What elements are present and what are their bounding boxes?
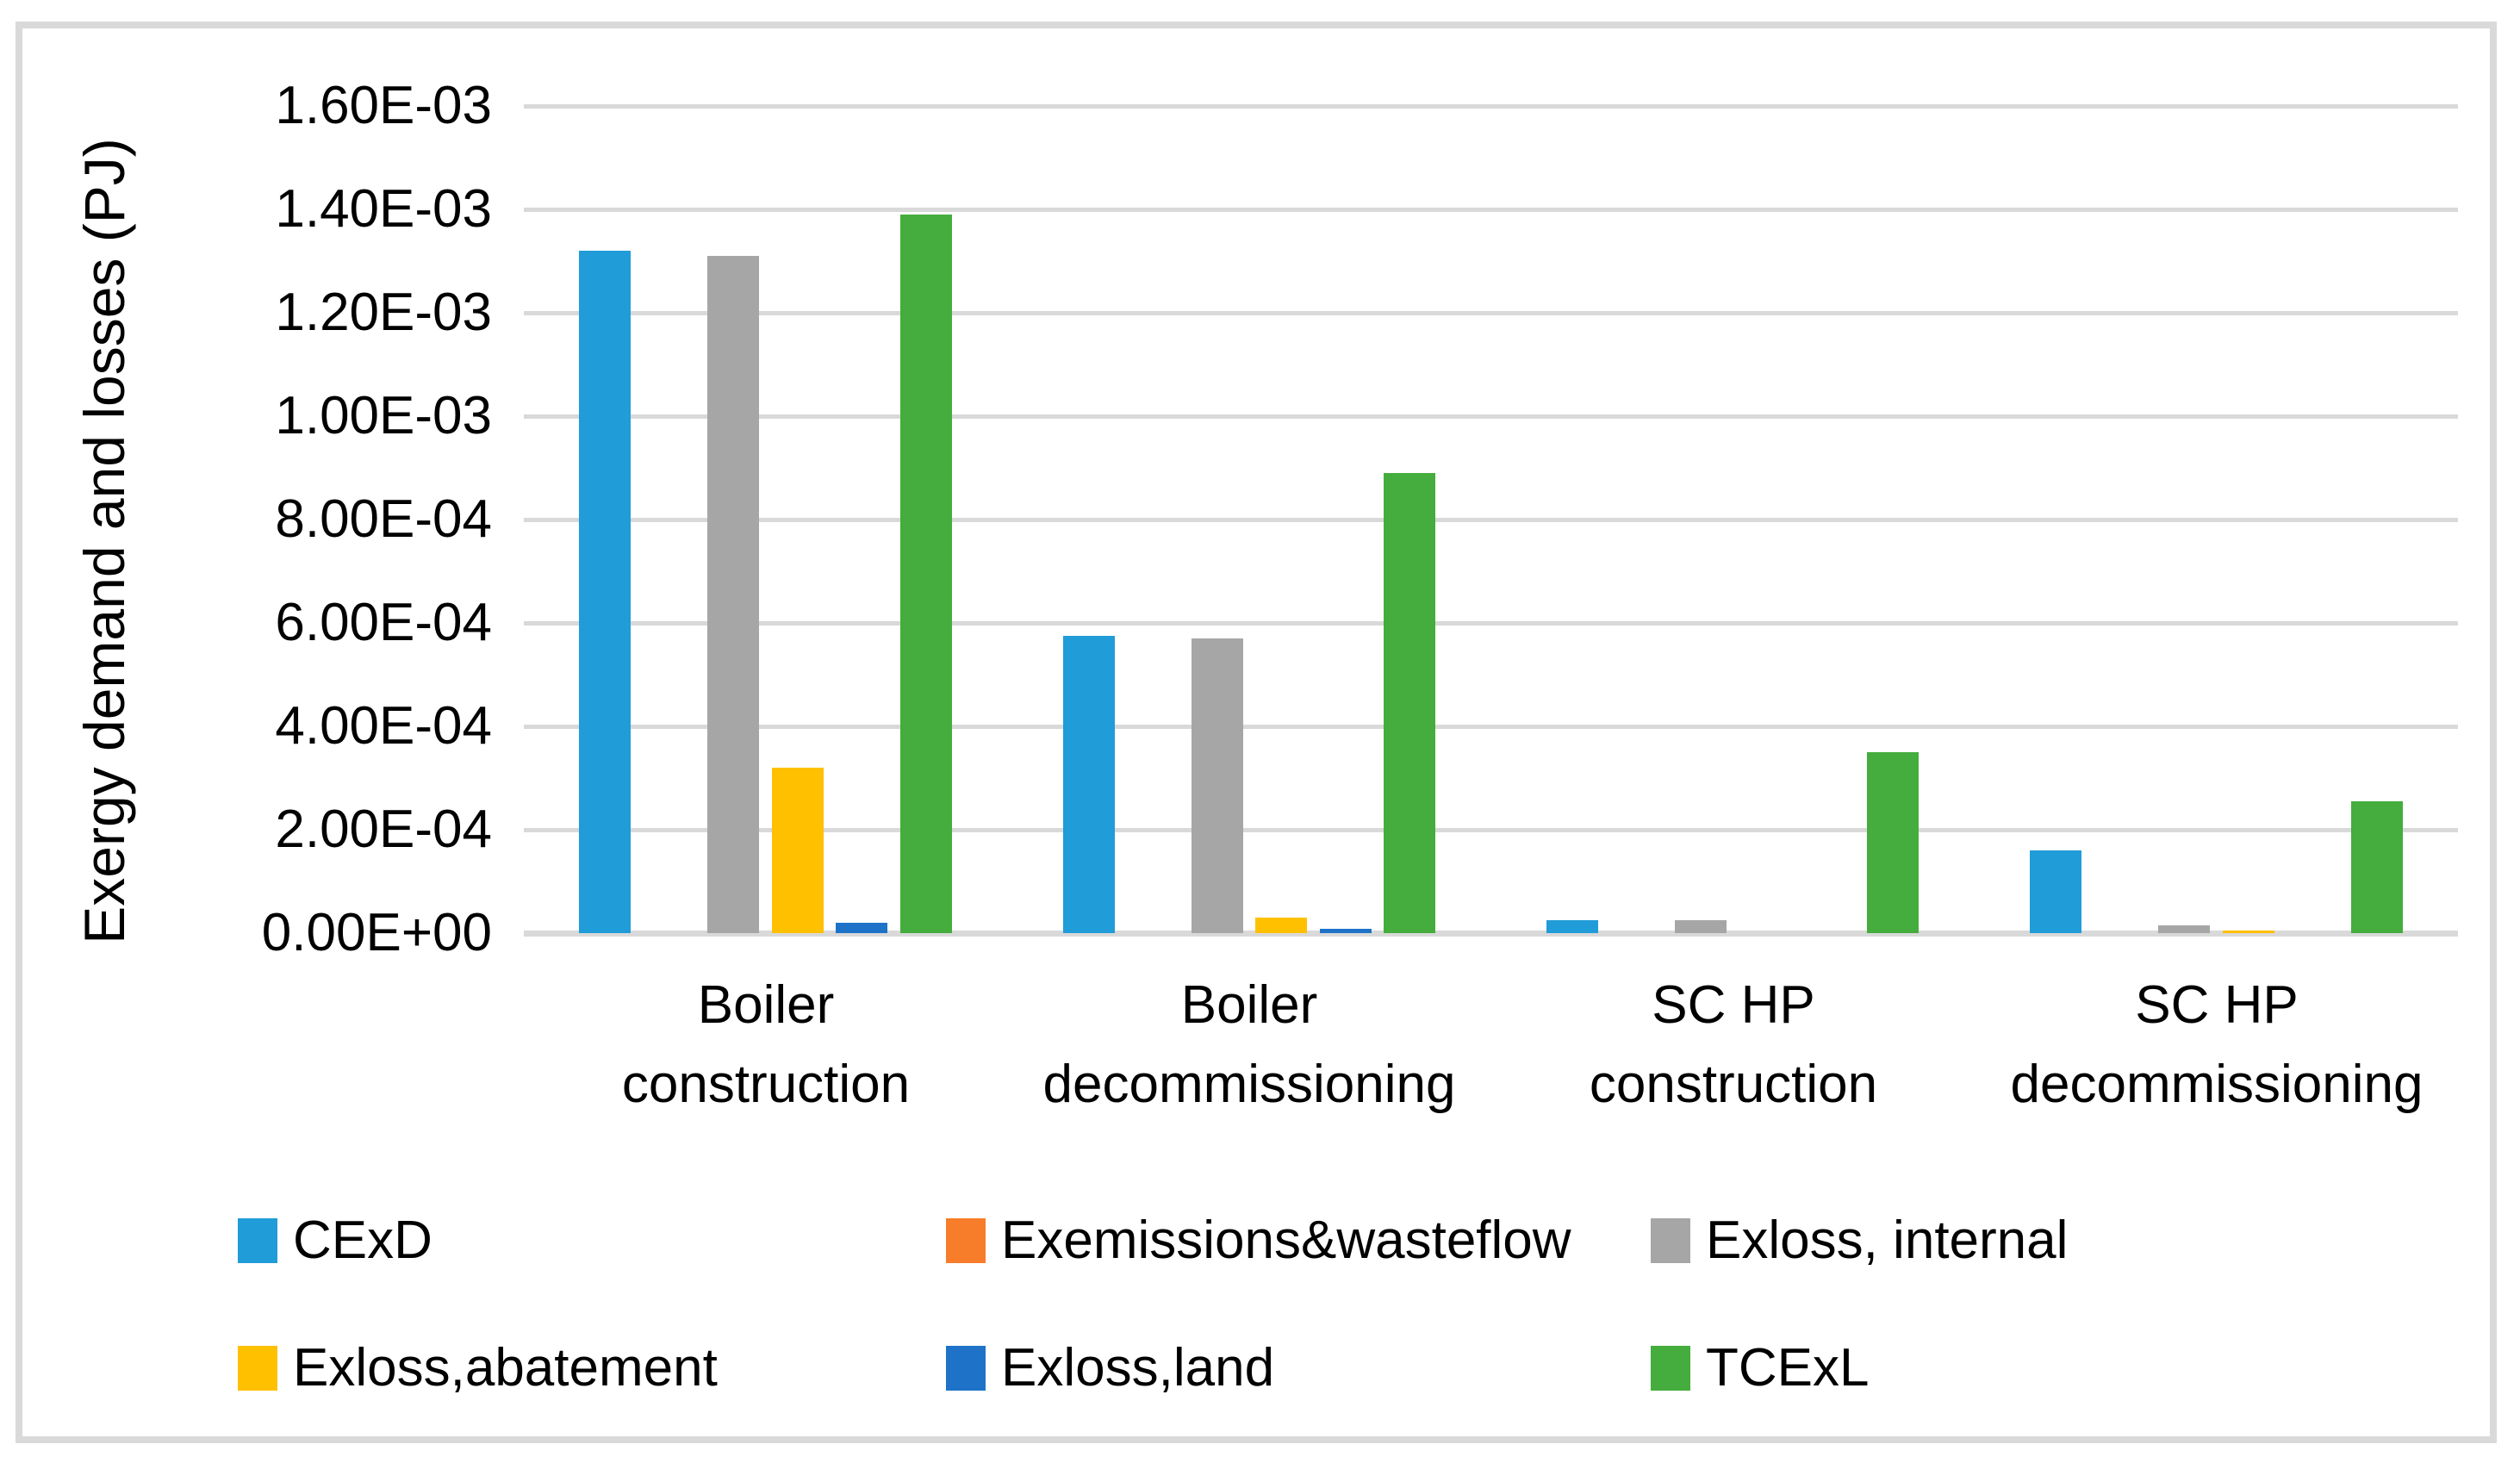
y-tick-label: 1.20E-03 (275, 283, 492, 342)
bar-exloss-abatement-boiler-decommissioning (1255, 918, 1307, 933)
legend-item-exloss-internal: Exloss, internal (1651, 1210, 2068, 1271)
x-category-label-line: decommissioning (2010, 1055, 2424, 1114)
y-tick-label: 1.60E-03 (275, 76, 492, 135)
x-category-label-boiler-construction: Boiler construction (524, 966, 1008, 1124)
y-tick-label: 1.40E-03 (275, 179, 492, 239)
legend-item-cexd: CExD (238, 1210, 432, 1271)
legend-swatch-exloss-land (946, 1345, 986, 1391)
bar-exloss-land-boiler-decommissioning (1320, 929, 1372, 933)
x-category-label-line: decommissioning (1042, 1055, 1456, 1114)
bar-tcexl-sc-hp-construction (1867, 752, 1919, 933)
bar-tcexl-boiler-decommissioning (1384, 473, 1435, 933)
bar-exloss-abatement-sc-hp-decommissioning (2223, 931, 2274, 933)
bar-exloss-land-boiler-construction (836, 923, 887, 933)
legend-label: TCExL (1706, 1338, 1870, 1398)
y-tick-label: 1.00E-03 (275, 386, 492, 445)
gridline (524, 518, 2458, 522)
legend-swatch-exemissions-wasteflow (946, 1217, 986, 1263)
gridline (524, 208, 2458, 212)
legend-label: Exloss, internal (1706, 1211, 2069, 1270)
legend-item-exemissions-wasteflow: Exemissions&wasteflow (946, 1210, 1571, 1271)
bar-exloss-abatement-boiler-construction (772, 768, 824, 933)
gridline (524, 104, 2458, 109)
legend-swatch-exloss-abatement (238, 1345, 277, 1391)
y-tick-label: 6.00E-04 (275, 593, 492, 652)
bar-tcexl-boiler-construction (900, 215, 952, 933)
bar-exloss-internal-boiler-decommissioning (1192, 638, 1243, 933)
x-category-label-line: Boiler (697, 975, 835, 1035)
x-category-label-sc-hp-construction: SC HP construction (1491, 966, 1976, 1124)
x-category-label-line: SC HP (1652, 975, 1815, 1035)
x-axis-baseline (524, 931, 2458, 937)
bar-exloss-internal-sc-hp-decommissioning (2158, 925, 2210, 933)
x-category-label-sc-hp-decommissioning: SC HP decommissioning (1975, 966, 2459, 1124)
y-tick-label: 0.00E+00 (261, 903, 492, 962)
x-category-label-line: SC HP (2135, 975, 2299, 1035)
bar-cexd-boiler-decommissioning (1063, 636, 1115, 933)
x-category-label-line: Boiler (1180, 975, 1318, 1035)
legend-label: Exloss,land (1001, 1338, 1275, 1398)
legend-label: CExD (293, 1211, 432, 1270)
x-category-label-line: construction (1589, 1055, 1878, 1114)
bar-tcexl-sc-hp-decommissioning (2351, 801, 2403, 933)
gridline (524, 725, 2458, 729)
bar-cexd-sc-hp-decommissioning (2030, 850, 2081, 933)
y-tick-label: 4.00E-04 (275, 696, 492, 756)
bar-exloss-internal-sc-hp-construction (1675, 920, 1727, 933)
legend-item-tcexl: TCExL (1651, 1337, 1869, 1398)
y-tick-label: 8.00E-04 (275, 489, 492, 549)
x-category-label-boiler-decommissioning: Boiler decommissioning (1007, 966, 1491, 1124)
bar-cexd-boiler-construction (579, 251, 631, 933)
legend-swatch-cexd (238, 1217, 277, 1263)
x-category-label-line: construction (621, 1055, 911, 1114)
legend-label: Exloss,abatement (293, 1338, 718, 1398)
gridline (524, 311, 2458, 315)
legend-swatch-exloss-internal (1651, 1217, 1690, 1263)
y-tick-label: 2.00E-04 (275, 800, 492, 859)
figure-border: Exergy demand and losses (PJ) 0.00E+00 2.… (16, 22, 2497, 1443)
legend-swatch-tcexl (1651, 1345, 1690, 1391)
gridline (524, 828, 2458, 832)
legend-item-exloss-land: Exloss,land (946, 1337, 1274, 1398)
y-axis-title: Exergy demand and losses (PJ) (72, 138, 136, 944)
legend-item-exloss-abatement: Exloss,abatement (238, 1337, 718, 1398)
bar-exloss-internal-boiler-construction (707, 256, 759, 933)
gridline (524, 621, 2458, 626)
gridline (524, 414, 2458, 419)
legend-label: Exemissions&wasteflow (1001, 1211, 1571, 1270)
bar-cexd-sc-hp-construction (1546, 920, 1598, 933)
